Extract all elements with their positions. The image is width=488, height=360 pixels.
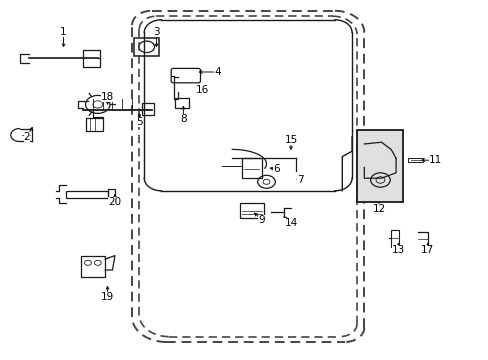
Text: 2: 2 xyxy=(23,132,30,142)
Text: 13: 13 xyxy=(391,245,405,255)
Text: 9: 9 xyxy=(258,215,264,225)
Text: 4: 4 xyxy=(214,67,221,77)
Text: 8: 8 xyxy=(180,114,186,124)
Text: 17: 17 xyxy=(420,245,434,255)
Bar xyxy=(390,230,398,247)
Text: 5: 5 xyxy=(136,117,142,127)
Text: 3: 3 xyxy=(153,27,160,37)
Bar xyxy=(107,189,115,200)
Bar xyxy=(407,158,422,162)
Bar xyxy=(175,98,188,108)
Text: 20: 20 xyxy=(108,197,121,207)
Bar xyxy=(134,38,159,56)
Bar xyxy=(85,118,102,131)
Text: 11: 11 xyxy=(427,155,441,165)
Text: 16: 16 xyxy=(196,85,209,95)
Bar xyxy=(356,130,403,202)
Bar xyxy=(66,191,107,198)
Text: 12: 12 xyxy=(371,204,385,214)
Text: 15: 15 xyxy=(284,135,297,145)
Text: 14: 14 xyxy=(284,218,297,228)
Bar xyxy=(83,50,100,67)
Bar xyxy=(242,158,261,178)
Text: 18: 18 xyxy=(101,92,114,102)
Text: 19: 19 xyxy=(101,292,114,302)
Bar xyxy=(239,203,264,218)
Text: 7: 7 xyxy=(297,175,304,185)
Text: 10: 10 xyxy=(391,153,404,163)
Text: 6: 6 xyxy=(272,164,279,174)
Text: 1: 1 xyxy=(60,27,67,37)
Bar xyxy=(81,256,105,277)
Bar xyxy=(142,103,154,115)
